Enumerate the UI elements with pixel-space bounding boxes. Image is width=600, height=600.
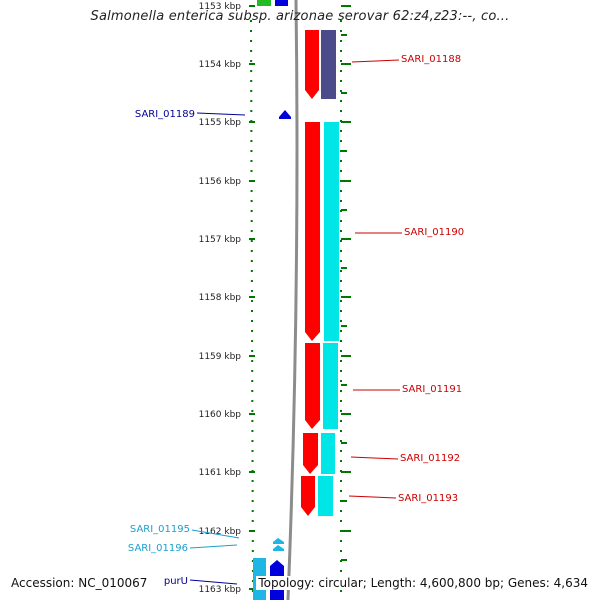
gene-label-leader <box>350 456 399 460</box>
gene-feature-sari-01192-strand[interactable] <box>321 433 335 474</box>
gene-label[interactable]: purU <box>164 576 188 587</box>
gene-label[interactable]: SARI_01192 <box>400 453 460 464</box>
gene-feature-green[interactable] <box>257 0 271 6</box>
gene-feature-blue-top[interactable] <box>275 0 288 6</box>
gene-feature-sari-01188[interactable] <box>305 30 319 99</box>
gene-feature-sari-01190-strand[interactable] <box>324 122 339 341</box>
tick-label: 1157 kbp <box>199 235 242 245</box>
gene-feature-sari-01191[interactable] <box>305 343 320 429</box>
gene-feature-sari-01196[interactable] <box>273 545 284 551</box>
gene-feature-sari-01190[interactable] <box>305 122 320 341</box>
feature-layer <box>253 0 339 600</box>
gene-label-leader <box>189 579 238 585</box>
gene-label[interactable]: SARI_01191 <box>402 384 462 395</box>
gene-label[interactable]: SARI_01196 <box>128 543 188 554</box>
map-title: Salmonella enterica subsp. arizonae sero… <box>90 9 510 24</box>
gene-feature-sari-01195[interactable] <box>273 538 284 544</box>
left-dotted-track <box>250 19 254 600</box>
gene-label[interactable]: SARI_01195 <box>130 524 190 535</box>
gene-feature-sari-01191-strand[interactable] <box>323 343 338 429</box>
gene-feature-sari-01193[interactable] <box>301 476 315 516</box>
label-layer: SARI_01188 SARI_01189 SARI_01190 SARI_01191… <box>128 54 464 587</box>
backbone-arc <box>286 0 299 600</box>
gene-label-leader <box>191 529 240 539</box>
genome-info-text: Topology: circular; Length: 4,600,800 bp… <box>256 576 590 590</box>
tick-label: 1159 kbp <box>199 352 242 362</box>
tick-label: 1161 kbp <box>199 468 242 478</box>
gene-label[interactable]: SARI_01188 <box>401 54 461 65</box>
gene-feature-sari-01189[interactable] <box>279 110 291 119</box>
tick-label: 1156 kbp <box>199 177 242 187</box>
tick-label: 1160 kbp <box>199 410 242 420</box>
tick-label: 1158 kbp <box>199 293 242 303</box>
gene-feature-sari-01188-strand[interactable] <box>321 30 336 99</box>
tick-layer: 1153 kbp 1154 kbp 1155 kbp 1156 kbp 1157 kbp… <box>199 2 351 595</box>
gene-label-leader <box>348 495 397 499</box>
tick-label: 1162 kbp <box>199 527 242 537</box>
gene-feature-sari-01193-strand[interactable] <box>318 476 333 516</box>
tick-label: 1153 kbp <box>199 2 242 12</box>
tick-label: 1154 kbp <box>199 60 242 70</box>
tick-label: 1163 kbp <box>199 585 242 595</box>
tick-label: 1155 kbp <box>199 118 242 128</box>
gene-feature-sari-01192[interactable] <box>303 433 318 474</box>
gene-label-leader <box>196 112 246 116</box>
accession-text: Accession: NC_010067 <box>9 576 150 590</box>
gene-label[interactable]: SARI_01190 <box>404 227 464 238</box>
gene-label[interactable]: SARI_01189 <box>135 109 195 120</box>
gene-label[interactable]: SARI_01193 <box>398 493 458 504</box>
gene-label-leader <box>351 59 400 63</box>
gene-label-leader <box>189 544 238 549</box>
